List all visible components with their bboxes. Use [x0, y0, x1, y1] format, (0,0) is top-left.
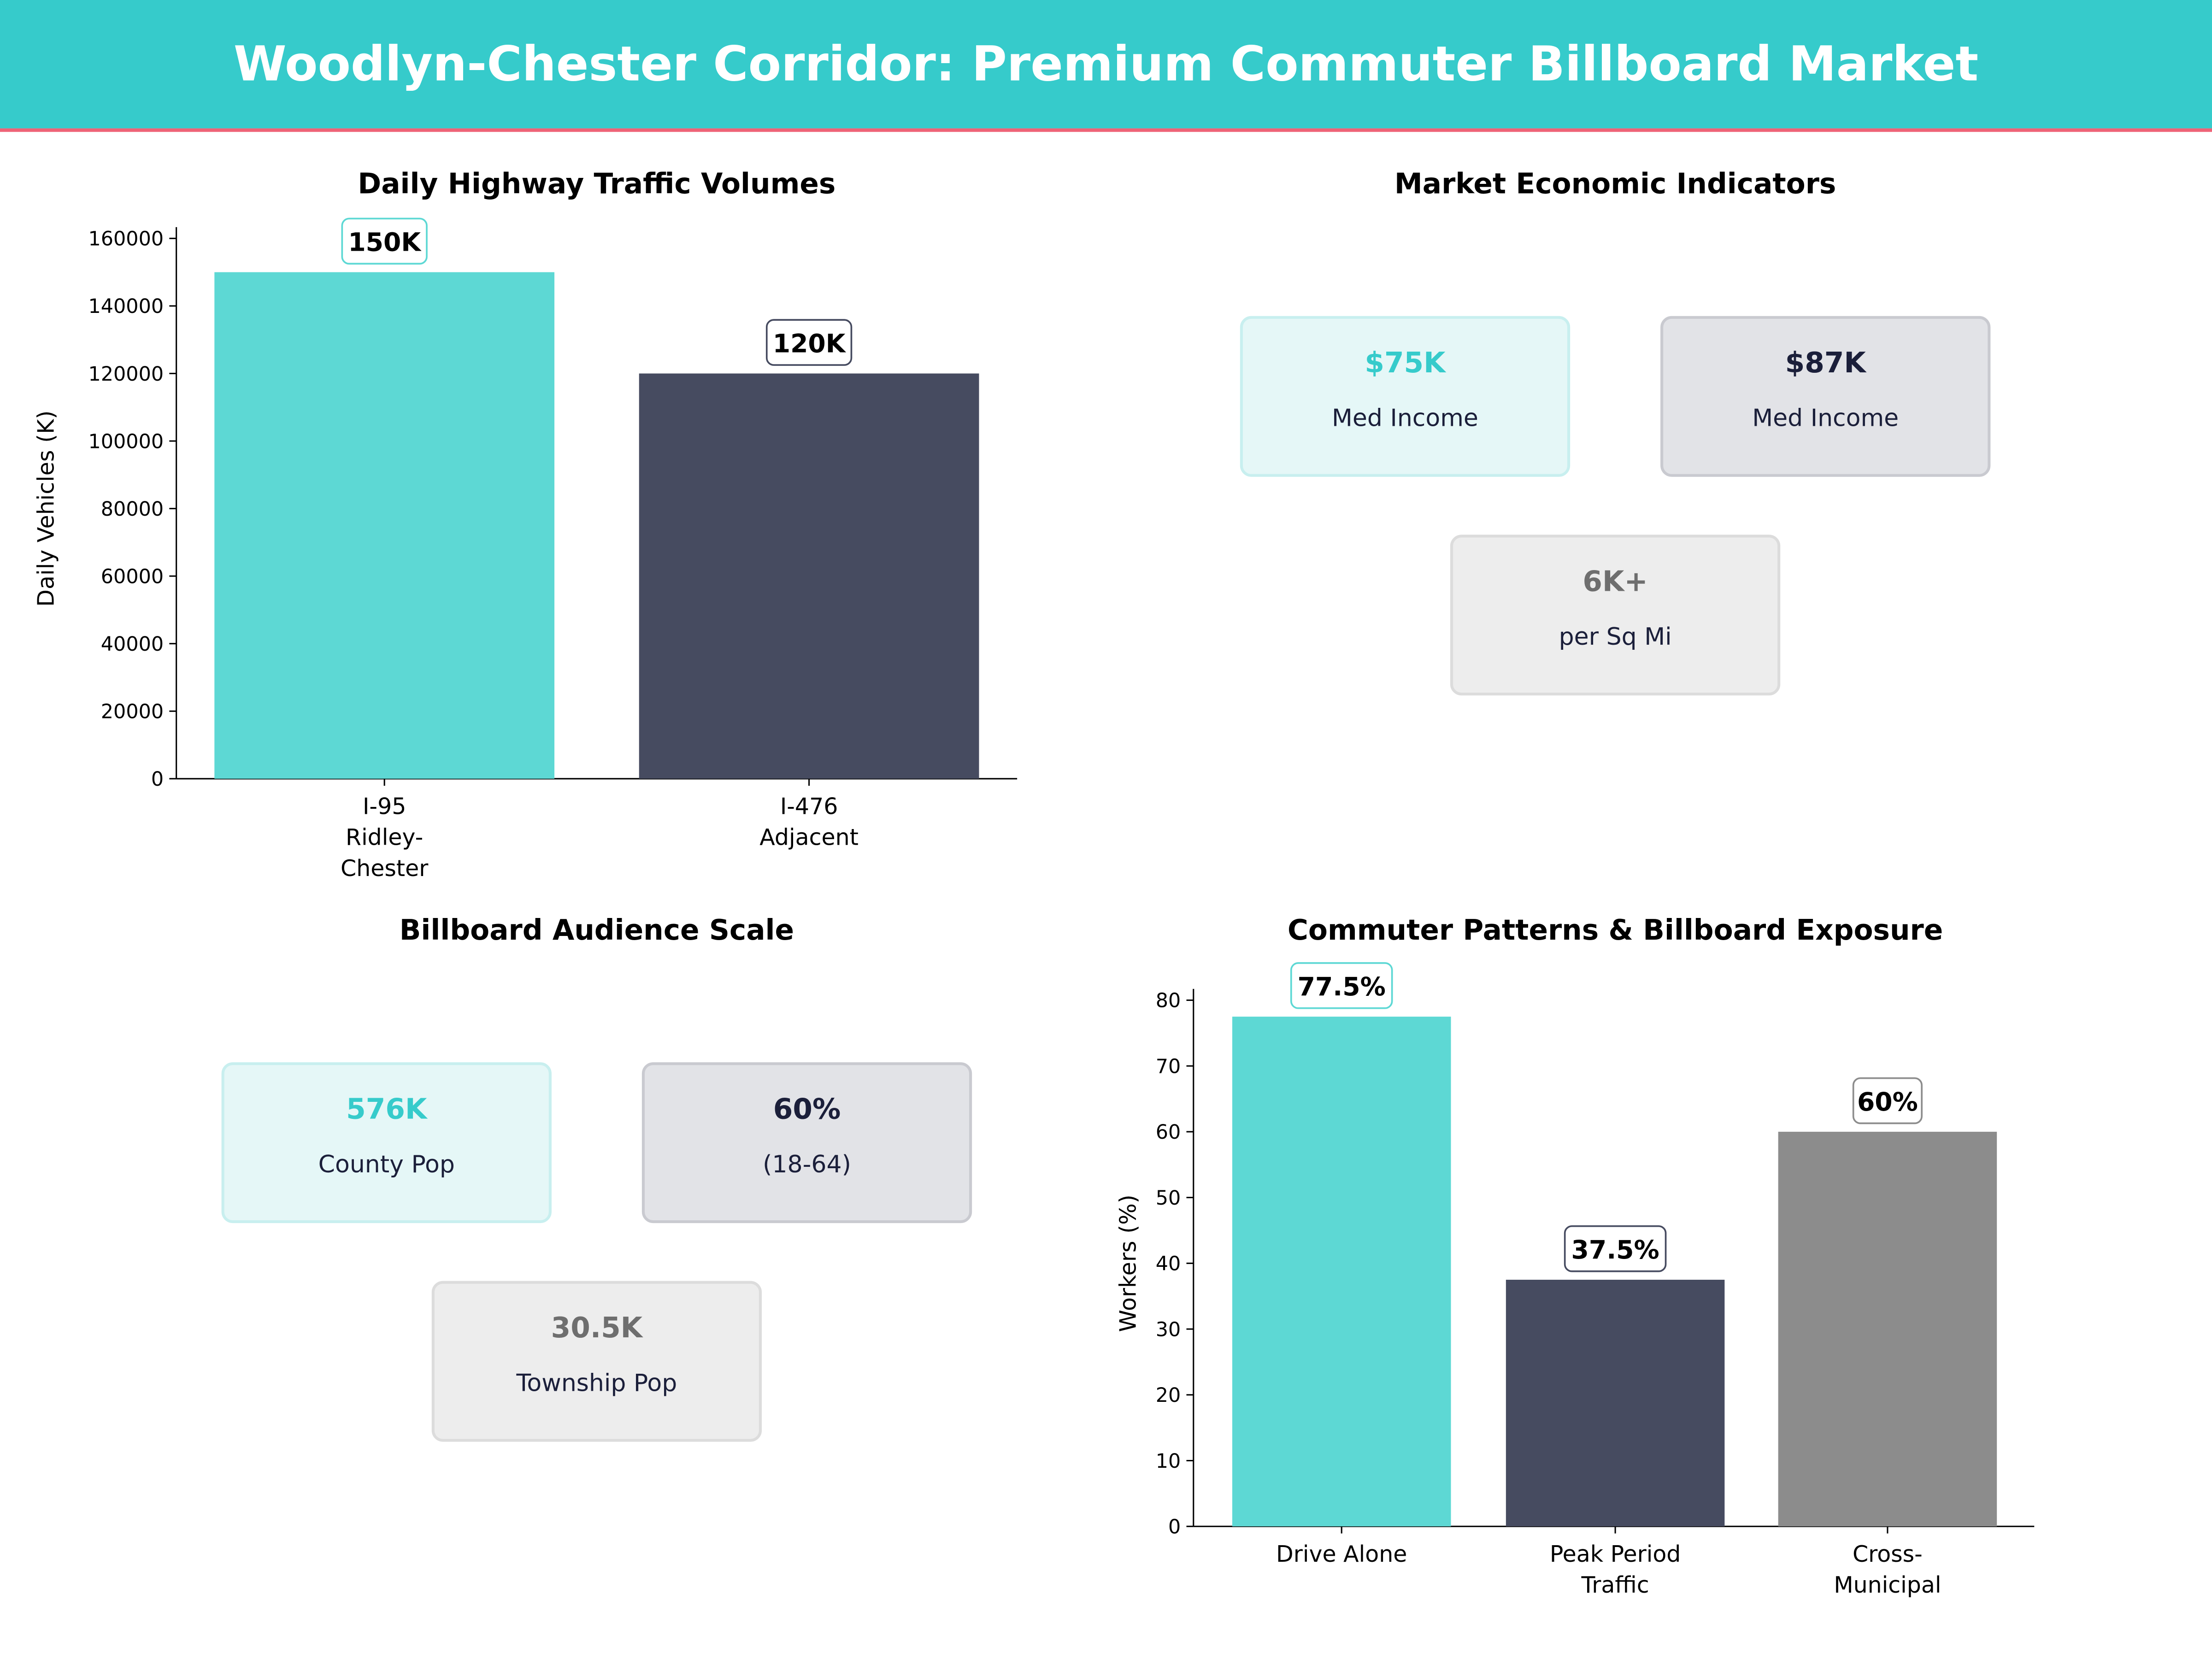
data-label: 77.5% — [1298, 972, 1386, 1001]
header-accent-line — [0, 128, 2212, 132]
x-tick-label: Adjacent — [759, 824, 859, 851]
bar — [214, 272, 555, 779]
metric-value: 6K+ — [1583, 565, 1647, 598]
data-label: 150K — [348, 228, 422, 257]
data-label-box — [1852, 1077, 1923, 1124]
y-tick-label: 40 — [1156, 1253, 1181, 1276]
commuter-bar-chart: 0 10 20 30 40 50 60 70 80 Workers (%) Drive Alone 7… — [1115, 962, 2035, 1598]
metric-value: $87K — [1785, 347, 1867, 379]
y-tick-label: 140000 — [88, 295, 164, 318]
x-tick-label: Municipal — [1834, 1572, 1941, 1598]
data-label-box — [1564, 1225, 1667, 1272]
metric-card-background — [1450, 535, 1781, 696]
y-tick-label: 20 — [1156, 1384, 1181, 1407]
metric-card: $75K Med Income — [1240, 316, 1571, 477]
chart-title-economic: Market Economic Indicators — [1394, 167, 1836, 200]
page-title: Woodlyn-Chester Corridor: Premium Commut… — [234, 35, 1978, 92]
x-tick-label: Traffic — [1581, 1572, 1649, 1598]
x-tick-label: Ridley- — [346, 824, 423, 851]
metric-card-background — [1660, 316, 1991, 477]
data-label: 120K — [773, 329, 847, 359]
data-label: 37.5% — [1571, 1235, 1659, 1265]
metric-label: (18-64) — [763, 1151, 851, 1178]
y-tick-label: 120000 — [88, 363, 164, 386]
y-axis-label: Daily Vehicles (K) — [33, 411, 59, 607]
metric-value: 60% — [773, 1093, 841, 1126]
metric-card-background — [221, 1062, 552, 1224]
y-tick-label: 0 — [1168, 1516, 1181, 1539]
bar — [1778, 1131, 1997, 1527]
data-label-box — [1290, 962, 1393, 1009]
y-tick-label: 0 — [151, 768, 164, 791]
x-tick-label: Cross- — [1853, 1541, 1923, 1567]
y-tick-label: 80000 — [101, 498, 164, 521]
metric-card-background — [641, 1062, 972, 1224]
y-tick-label: 60 — [1156, 1121, 1181, 1144]
x-tick-label: Peak Period — [1550, 1541, 1681, 1567]
metric-card: 30.5K Township Pop — [431, 1281, 762, 1442]
data-label-box — [765, 319, 853, 366]
metric-label: Med Income — [1752, 404, 1899, 432]
metric-card-background — [1240, 316, 1571, 477]
metric-value: 30.5K — [551, 1312, 644, 1344]
data-label: 60% — [1857, 1087, 1918, 1117]
y-tick-label: 160000 — [88, 228, 164, 251]
y-tick-label: 70 — [1156, 1055, 1181, 1078]
chart-title-commuter: Commuter Patterns & Billboard Exposure — [1288, 914, 1943, 947]
header-banner — [0, 0, 2212, 129]
y-tick-label: 50 — [1156, 1187, 1181, 1210]
x-tick-label: I-476 — [780, 793, 838, 819]
metric-card: 576K County Pop — [221, 1062, 552, 1224]
bar — [639, 373, 979, 779]
y-tick-label: 100000 — [88, 430, 164, 453]
traffic-bar-chart: 0 20000 40000 60000 80000 100000 120000 140000 1… — [33, 218, 1018, 882]
metric-label: Med Income — [1332, 404, 1478, 432]
y-tick-label: 20000 — [101, 700, 164, 724]
metric-label: per Sq Mi — [1559, 623, 1672, 651]
bar — [1232, 1017, 1451, 1527]
bar — [1506, 1280, 1725, 1527]
y-axis-label: Workers (%) — [1115, 1194, 1141, 1332]
data-label-box — [341, 218, 428, 265]
y-tick-label: 80 — [1156, 989, 1181, 1012]
chart-title-audience: Billboard Audience Scale — [400, 914, 794, 947]
x-tick-label: Chester — [341, 855, 429, 882]
metric-card-background — [431, 1281, 762, 1442]
metric-value: 576K — [346, 1093, 428, 1126]
audience-scale-cards: 576K County Pop 60% (18-64) 30.5K Township Po… — [221, 1062, 972, 1442]
chart-title-traffic: Daily Highway Traffic Volumes — [358, 167, 835, 200]
metric-label: County Pop — [318, 1151, 455, 1178]
metric-card: $87K Med Income — [1660, 316, 1991, 477]
metric-card: 6K+ per Sq Mi — [1450, 535, 1781, 696]
y-tick-label: 30 — [1156, 1318, 1181, 1341]
y-tick-label: 60000 — [101, 565, 164, 588]
x-tick-label: Drive Alone — [1276, 1541, 1407, 1567]
metric-label: Township Pop — [516, 1369, 677, 1397]
metric-card: 60% (18-64) — [641, 1062, 972, 1224]
economic-indicator-cards: $75K Med Income $87K Med Income 6K+ per Sq Mi — [1240, 316, 1991, 696]
x-tick-label: I-95 — [363, 793, 406, 819]
y-tick-label: 10 — [1156, 1450, 1181, 1473]
metric-value: $75K — [1365, 347, 1447, 379]
y-tick-label: 40000 — [101, 633, 164, 656]
